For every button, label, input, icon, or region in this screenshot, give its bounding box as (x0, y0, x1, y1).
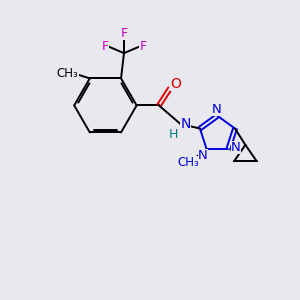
Text: CH₃: CH₃ (177, 156, 199, 169)
Text: O: O (170, 77, 181, 91)
Text: N: N (212, 103, 222, 116)
Text: H: H (169, 128, 178, 141)
Text: F: F (101, 40, 109, 53)
Text: N: N (198, 149, 208, 162)
Text: F: F (140, 40, 147, 53)
Text: F: F (120, 27, 128, 40)
Text: CH₃: CH₃ (57, 68, 78, 80)
Text: N: N (231, 141, 241, 154)
Text: N: N (181, 117, 191, 131)
